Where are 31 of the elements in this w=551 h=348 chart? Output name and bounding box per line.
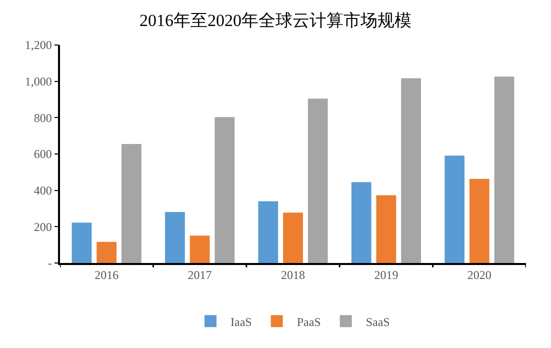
bar	[351, 182, 372, 263]
bar	[72, 222, 92, 263]
y-tick-label: 600	[34, 147, 52, 162]
y-tick-label: 1,000	[24, 74, 52, 89]
bar	[214, 117, 235, 263]
bar	[401, 78, 421, 263]
bar	[283, 212, 303, 263]
y-tick-label: 200	[34, 220, 52, 234]
x-tick-label: 2016	[94, 268, 119, 282]
y-tick-label: 1,200	[24, 38, 52, 52]
bar	[469, 178, 490, 263]
bar	[122, 144, 142, 263]
y-tick-label: 400	[34, 184, 52, 198]
legend-label: IaaS	[230, 314, 252, 329]
x-tick-label: 2018	[281, 268, 305, 282]
bar	[165, 212, 185, 263]
bar	[308, 98, 328, 263]
y-tick-label: 800	[34, 110, 52, 125]
bar	[258, 201, 278, 263]
bar	[190, 236, 210, 263]
legend-label: PaaS	[296, 314, 321, 329]
bar	[494, 76, 514, 263]
bar	[444, 156, 464, 263]
bar	[96, 242, 117, 263]
x-tick-label: 2020	[467, 268, 492, 282]
y-tick-label: -	[48, 256, 52, 270]
x-tick-label: 2019	[374, 268, 398, 282]
bar	[376, 195, 396, 263]
legend-label: SaaS	[366, 314, 390, 329]
chart-title: 2016年至2020年全球云计算市场规模	[140, 10, 412, 30]
x-tick-label: 2017	[188, 268, 212, 282]
